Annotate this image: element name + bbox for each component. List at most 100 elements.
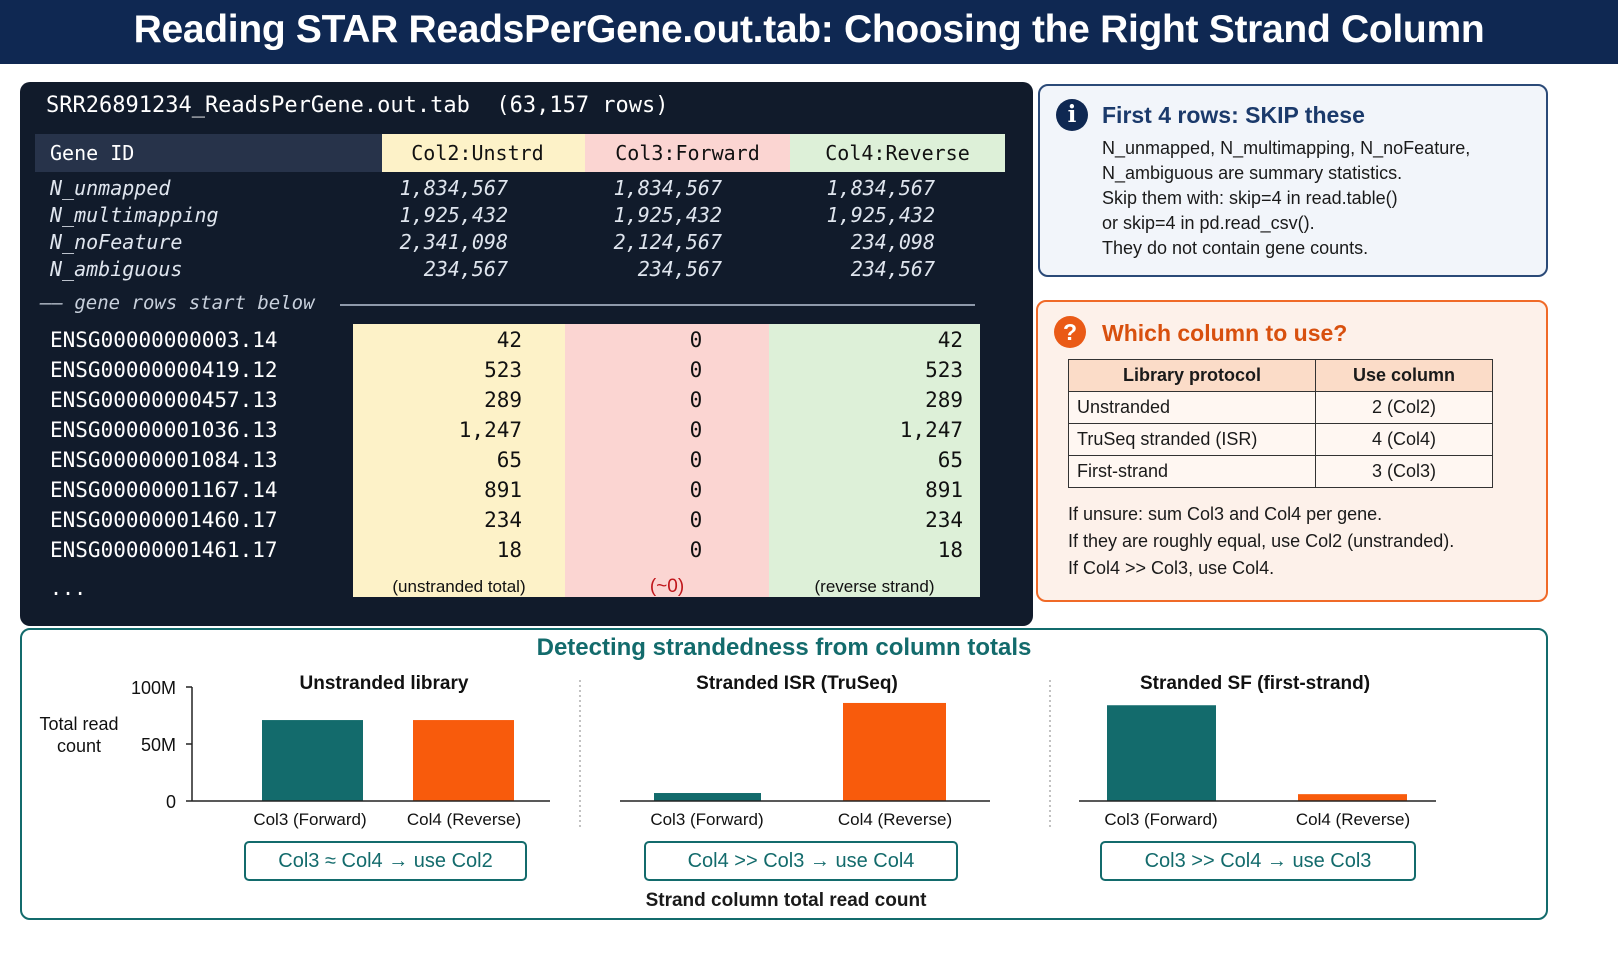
verdict-isr: Col4 >> Col3 → use Col4 xyxy=(644,841,958,881)
page-title: Reading STAR ReadsPerGene.out.tab: Choos… xyxy=(133,8,1485,51)
table-row: ENSG00000001461.17 18 0 18 xyxy=(20,538,1033,568)
chart-panel-title: Unstranded library xyxy=(300,673,469,694)
file-name: SRR26891234_ReadsPerGene.out.tab xyxy=(46,93,470,118)
verdict-sf: Col3 >> Col4 → use Col3 xyxy=(1100,841,1416,881)
bar-col3 xyxy=(262,720,363,801)
info-title: First 4 rows: SKIP these xyxy=(1102,102,1365,128)
bar-col3 xyxy=(1107,705,1216,801)
bar-col3 xyxy=(654,793,761,801)
which-note: If unsure: sum Col3 and Col4 per gene. xyxy=(1068,504,1383,524)
bar-col4 xyxy=(1298,794,1407,801)
table-row: ENSG00000000419.12 523 0 523 xyxy=(20,358,1033,388)
gene-rows-separator: —— gene rows start below xyxy=(40,292,315,314)
more-rows-ellipsis: ... xyxy=(50,576,87,600)
info-line: N_ambiguous are summary statistics. xyxy=(1102,163,1403,183)
info-line: They do not contain gene counts. xyxy=(1102,238,1369,258)
protocol-table: Library protocol Use column Unstranded 2… xyxy=(1068,359,1493,488)
terminal-panel: SRR26891234_ReadsPerGene.out.tab (63,157… xyxy=(20,82,1033,626)
separator-line xyxy=(340,304,975,306)
verdict-unstranded: Col3 ≈ Col4 → use Col2 xyxy=(244,841,527,881)
y-tick-label: 0 xyxy=(166,792,176,812)
col4-count: 65 xyxy=(937,448,963,472)
gene-id: ENSG00000000419.12 xyxy=(50,358,278,382)
x-tick-label: Col4 (Reverse) xyxy=(1296,810,1410,829)
which-note: If Col4 >> Col3, use Col4. xyxy=(1068,558,1275,578)
gene-header-bg xyxy=(35,134,382,172)
table-row: ENSG00000001036.13 1,247 0 1,247 xyxy=(20,418,1033,448)
protocol-header: Library protocol xyxy=(1068,359,1316,392)
x-axis-label: Strand column total read count xyxy=(645,890,927,911)
col2-count: 18 xyxy=(496,538,522,562)
col3-count: 0 xyxy=(689,358,703,382)
gene-id: ENSG00000001460.17 xyxy=(50,508,278,532)
info-icon: i xyxy=(1056,99,1088,131)
info-line: N_unmapped, N_multimapping, N_noFeature, xyxy=(1102,138,1471,158)
col4-count: 1,247 xyxy=(899,418,963,442)
col4-count: 234 xyxy=(925,508,963,532)
gene-id: ENSG00000001036.13 xyxy=(50,418,278,442)
x-tick-label: Col4 (Reverse) xyxy=(407,810,521,829)
col2-header: Col2:Unstrd xyxy=(411,141,544,165)
question-icon: ? xyxy=(1054,316,1086,348)
col3-count: 0 xyxy=(689,478,703,502)
col2-count: 234 xyxy=(484,508,522,532)
y-axis-label: Total read xyxy=(39,714,118,734)
col4-header: Col4:Reverse xyxy=(825,141,970,165)
table-row: ENSG00000000003.14 42 0 42 xyxy=(20,328,1033,358)
col3-body-bg xyxy=(565,324,769,597)
col3-count: 0 xyxy=(689,538,703,562)
col2-count: 1,247 xyxy=(458,418,522,442)
stat-row: N_noFeature 2,341,098 2,124,567 234,098 xyxy=(50,230,935,254)
y-axis-label: count xyxy=(57,736,101,756)
info-line: Skip them with: skip=4 in read.table() xyxy=(1102,188,1398,208)
column-header: Use column xyxy=(1315,359,1493,392)
col2-count: 891 xyxy=(484,478,522,502)
col3-header: Col3:Forward xyxy=(615,141,760,165)
skip-rows-info-box: i First 4 rows: SKIP these N_unmapped, N… xyxy=(1038,84,1548,277)
col3-count: 0 xyxy=(689,418,703,442)
info-line: or skip=4 in pd.read_csv(). xyxy=(1102,213,1315,233)
gene-id-header: Gene ID xyxy=(50,141,135,165)
col4-count: 42 xyxy=(937,328,963,352)
table-row: ENSG00000001167.14 891 0 891 xyxy=(20,478,1033,508)
bar-col4 xyxy=(413,720,514,801)
x-tick-label: Col4 (Reverse) xyxy=(838,810,952,829)
gene-id: ENSG00000000003.14 xyxy=(50,328,278,352)
chart-panel-title: Stranded SF (first-strand) xyxy=(1140,673,1370,694)
col3-count: 0 xyxy=(689,508,703,532)
col2-count: 42 xyxy=(496,328,522,352)
table-header-row: Library protocol Use column xyxy=(1068,359,1493,392)
gene-id: ENSG00000000457.13 xyxy=(50,388,278,412)
col2-body-bg xyxy=(353,324,565,597)
which-column-box: ? Which column to use? Library protocol … xyxy=(1036,300,1548,602)
table-row: ENSG00000000457.13 289 0 289 xyxy=(20,388,1033,418)
table-row: ENSG00000001460.17 234 0 234 xyxy=(20,508,1033,538)
col3-count: 0 xyxy=(689,448,703,472)
table-row: ENSG00000001084.13 65 0 65 xyxy=(20,448,1033,478)
stat-row: N_unmapped 1,834,567 1,834,567 1,834,567 xyxy=(50,176,935,200)
gene-id: ENSG00000001084.13 xyxy=(50,448,278,472)
col4-count: 523 xyxy=(925,358,963,382)
col3-count: 0 xyxy=(689,328,703,352)
stat-row: N_ambiguous 234,567 234,567 234,567 xyxy=(50,257,935,281)
col2-header-bg xyxy=(370,134,585,172)
x-tick-label: Col3 (Forward) xyxy=(1104,810,1217,829)
x-tick-label: Col3 (Forward) xyxy=(650,810,763,829)
strandedness-charts-panel: Detecting strandedness from column total… xyxy=(20,628,1548,920)
chart-title: Detecting strandedness from column total… xyxy=(536,634,1032,661)
col4-body-bg xyxy=(769,324,980,597)
gene-id: ENSG00000001461.17 xyxy=(50,538,278,562)
which-title: Which column to use? xyxy=(1102,320,1348,346)
col2-count: 65 xyxy=(496,448,522,472)
table-row: Unstranded 2 (Col2) xyxy=(1068,391,1493,424)
col3-count: 0 xyxy=(689,388,703,412)
row-count: (63,157 rows) xyxy=(496,93,669,118)
y-tick-label: 50M xyxy=(141,735,176,755)
col4-header-bg xyxy=(790,134,1005,172)
chart-panel-title: Stranded ISR (TruSeq) xyxy=(696,673,898,694)
col4-footer: (reverse strand) xyxy=(814,577,935,596)
col4-count: 891 xyxy=(925,478,963,502)
col4-count: 18 xyxy=(937,538,963,562)
stat-row: N_multimapping 1,925,432 1,925,432 1,925… xyxy=(50,203,935,227)
col2-footer: (unstranded total) xyxy=(392,577,526,596)
